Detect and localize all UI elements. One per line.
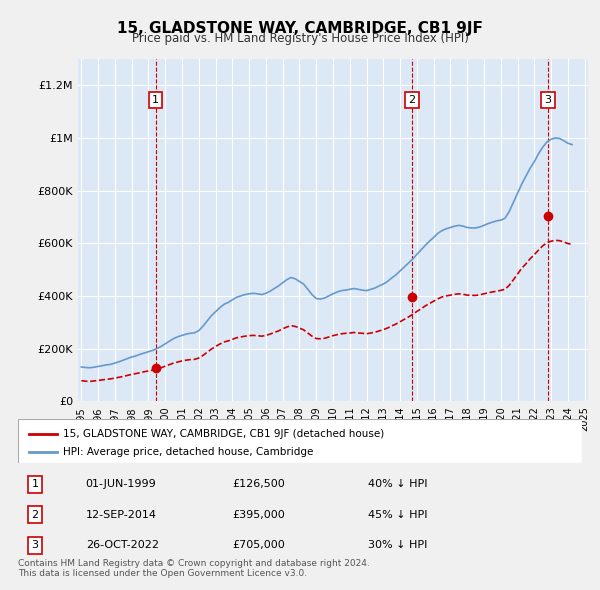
Text: 01-JUN-1999: 01-JUN-1999 [86, 479, 157, 489]
Text: HPI: Average price, detached house, Cambridge: HPI: Average price, detached house, Camb… [63, 447, 313, 457]
Text: £395,000: £395,000 [232, 510, 285, 520]
Text: £126,500: £126,500 [232, 479, 285, 489]
Text: 30% ↓ HPI: 30% ↓ HPI [368, 540, 427, 550]
Text: 3: 3 [545, 95, 551, 105]
Text: 40% ↓ HPI: 40% ↓ HPI [368, 479, 427, 489]
Text: Price paid vs. HM Land Registry's House Price Index (HPI): Price paid vs. HM Land Registry's House … [131, 32, 469, 45]
Text: Contains HM Land Registry data © Crown copyright and database right 2024.
This d: Contains HM Land Registry data © Crown c… [18, 559, 370, 578]
Text: 15, GLADSTONE WAY, CAMBRIDGE, CB1 9JF: 15, GLADSTONE WAY, CAMBRIDGE, CB1 9JF [117, 21, 483, 35]
Text: 2: 2 [408, 95, 415, 105]
FancyBboxPatch shape [18, 419, 582, 463]
Text: 45% ↓ HPI: 45% ↓ HPI [368, 510, 427, 520]
Text: 12-SEP-2014: 12-SEP-2014 [86, 510, 157, 520]
Text: 1: 1 [152, 95, 159, 105]
Text: 2: 2 [31, 510, 38, 520]
Text: 26-OCT-2022: 26-OCT-2022 [86, 540, 158, 550]
Text: 3: 3 [31, 540, 38, 550]
Text: £705,000: £705,000 [232, 540, 285, 550]
Text: 15, GLADSTONE WAY, CAMBRIDGE, CB1 9JF (detached house): 15, GLADSTONE WAY, CAMBRIDGE, CB1 9JF (d… [63, 430, 385, 440]
Text: 1: 1 [31, 479, 38, 489]
